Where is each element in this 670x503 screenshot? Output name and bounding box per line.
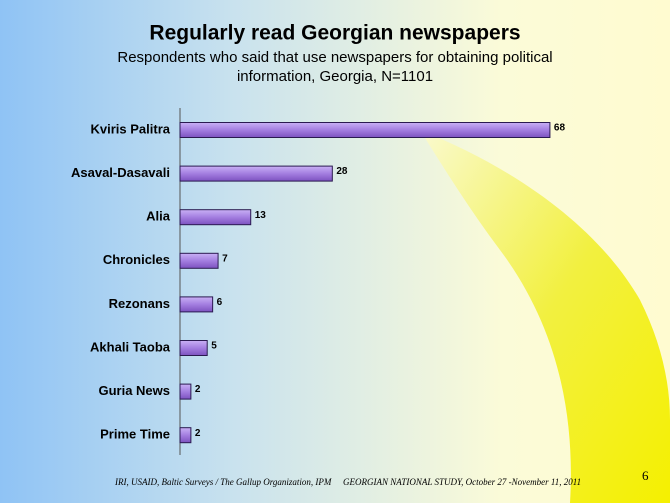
- chart-subtitle: information, Georgia, N=1101: [237, 68, 433, 85]
- data-label: 13: [255, 210, 267, 221]
- category-label: Asaval-Dasavali: [71, 165, 170, 180]
- category-label: Rezonans: [109, 296, 170, 311]
- footer-source: IRI, USAID, Baltic Surveys / The Gallup …: [114, 477, 332, 487]
- data-label: 28: [336, 166, 348, 177]
- category-label: Kviris Palitra: [91, 121, 171, 136]
- bar: [179, 383, 192, 400]
- chart-title: Regularly read Georgian newspapers: [149, 22, 520, 45]
- bar: [179, 209, 252, 226]
- chart-subtitle: Respondents who said that use newspapers…: [117, 49, 552, 66]
- bar: [179, 252, 219, 269]
- footer-study: GEORGIAN NATIONAL STUDY, October 27 -Nov…: [343, 477, 581, 487]
- page-number: 6: [642, 468, 649, 483]
- data-label: 7: [222, 253, 228, 264]
- data-label: 68: [554, 123, 566, 134]
- data-label: 6: [217, 297, 223, 308]
- category-label: Prime Time: [100, 427, 170, 442]
- category-label: Guria News: [98, 383, 170, 398]
- category-label: Chronicles: [103, 252, 170, 267]
- bar: [179, 165, 333, 182]
- bar: [179, 296, 214, 313]
- category-label: Akhali Taoba: [90, 339, 171, 354]
- data-label: 5: [211, 341, 217, 352]
- bar: [179, 427, 192, 444]
- decor-swoosh: [420, 130, 670, 503]
- data-label: 2: [195, 384, 201, 395]
- bar: [179, 122, 551, 138]
- bar: [179, 340, 208, 356]
- data-label: 2: [195, 428, 201, 439]
- category-label: Alia: [146, 209, 171, 224]
